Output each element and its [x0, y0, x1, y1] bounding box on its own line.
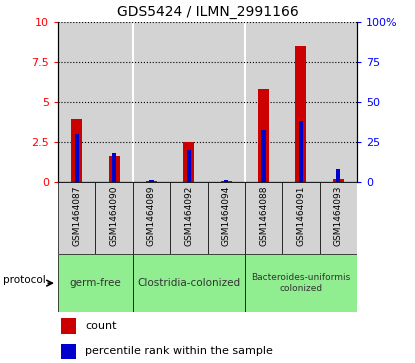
Bar — [58, 182, 95, 254]
Bar — [282, 22, 320, 182]
Bar — [170, 182, 208, 254]
Bar — [71, 119, 82, 182]
Bar — [320, 22, 357, 182]
Bar — [133, 22, 170, 182]
Bar — [109, 156, 120, 182]
Bar — [258, 89, 269, 182]
Bar — [299, 121, 303, 182]
Bar — [133, 254, 245, 312]
Bar — [245, 22, 282, 182]
Bar — [295, 46, 306, 182]
Bar — [58, 254, 133, 312]
Bar — [208, 182, 245, 254]
Text: germ-free: germ-free — [70, 278, 121, 288]
Bar — [133, 182, 170, 254]
Bar — [112, 153, 116, 182]
Bar — [170, 22, 208, 182]
Bar — [208, 22, 245, 182]
Text: Clostridia-colonized: Clostridia-colonized — [137, 278, 240, 288]
Bar — [61, 344, 76, 359]
Bar — [282, 182, 320, 254]
Text: GSM1464094: GSM1464094 — [222, 185, 231, 245]
Text: Bacteroides-uniformis
colonized: Bacteroides-uniformis colonized — [251, 273, 351, 293]
Bar — [183, 142, 194, 182]
Bar — [75, 134, 79, 182]
Bar — [221, 181, 232, 182]
Text: GSM1464087: GSM1464087 — [72, 185, 81, 246]
Bar — [224, 180, 228, 182]
Title: GDS5424 / ILMN_2991166: GDS5424 / ILMN_2991166 — [117, 5, 298, 19]
Text: GSM1464092: GSM1464092 — [184, 185, 193, 245]
Text: GSM1464090: GSM1464090 — [110, 185, 119, 246]
Bar — [95, 22, 133, 182]
Text: protocol: protocol — [3, 275, 46, 285]
Text: GSM1464088: GSM1464088 — [259, 185, 268, 246]
Text: percentile rank within the sample: percentile rank within the sample — [85, 346, 273, 356]
Bar — [332, 179, 344, 182]
Bar — [187, 150, 191, 182]
Bar — [245, 254, 357, 312]
Bar — [245, 182, 282, 254]
Bar — [149, 180, 154, 182]
Bar — [261, 130, 266, 182]
Text: GSM1464091: GSM1464091 — [296, 185, 305, 246]
Text: GSM1464089: GSM1464089 — [147, 185, 156, 246]
Bar — [95, 182, 133, 254]
Text: GSM1464093: GSM1464093 — [334, 185, 343, 246]
Bar — [61, 318, 76, 334]
Bar — [146, 181, 157, 182]
Bar — [336, 169, 340, 182]
Bar — [58, 22, 95, 182]
Bar — [320, 182, 357, 254]
Text: count: count — [85, 321, 117, 331]
